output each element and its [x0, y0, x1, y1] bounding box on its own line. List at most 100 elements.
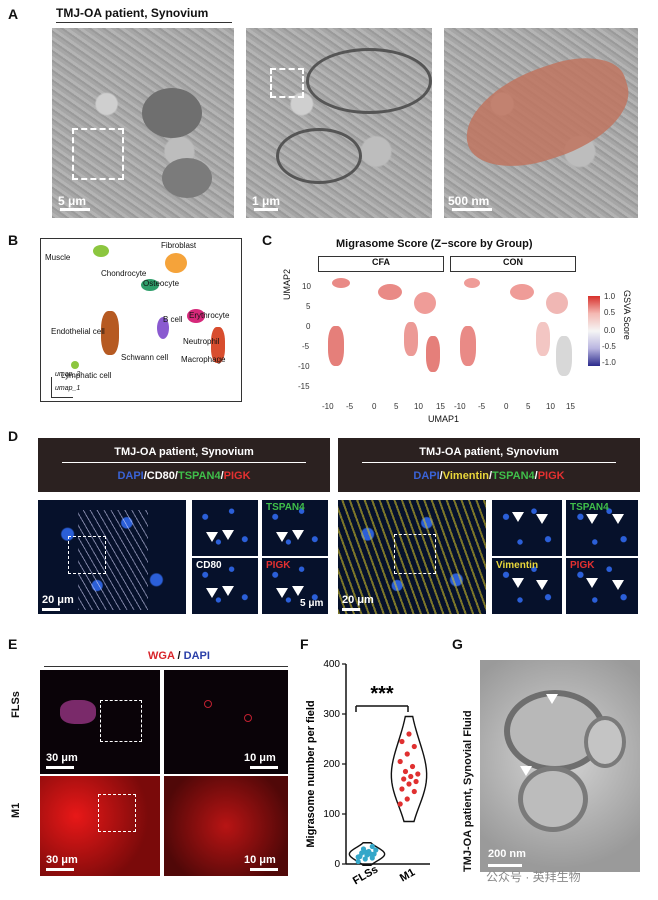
xtick: 5	[526, 402, 531, 411]
xtick: 15	[566, 402, 575, 411]
em-image-low-mag: 5 μm	[52, 28, 234, 218]
cluster-label: B cell	[163, 315, 183, 324]
stain-wga: WGA	[148, 650, 175, 662]
umap-cell-types: Muscle Fibroblast Chondrocyte Osteocyte …	[40, 238, 242, 402]
panel-c-xlabel: UMAP1	[428, 414, 460, 424]
xtick: 5	[394, 402, 399, 411]
scalebar-label: 5 μm	[58, 194, 87, 208]
cluster-label: Erythrocyte	[189, 311, 230, 320]
data-point	[408, 773, 414, 780]
wga-image-flss-main: 30 μm	[40, 670, 160, 774]
data-point	[406, 731, 412, 737]
ytick: 5	[306, 302, 311, 311]
gsva-legend-title: GSVA Score	[622, 290, 632, 340]
xtick: 0	[504, 402, 509, 411]
data-point	[369, 855, 375, 861]
panel-d-right-title: TMJ-OA patient, Synovium	[419, 446, 559, 458]
panel-a-letter: A	[8, 6, 19, 22]
scalebar-label: 10 μm	[244, 854, 276, 866]
scalebar-label: 1 μm	[252, 194, 281, 208]
stain-sep: /	[174, 470, 178, 482]
stain-tspan4: TSPAN4	[177, 470, 221, 482]
scalebar-label: 10 μm	[244, 752, 276, 764]
inset-label-pigk: PIGK	[266, 560, 291, 571]
legend-tick: -1.0	[602, 358, 616, 367]
data-point	[401, 776, 407, 782]
data-point	[367, 851, 374, 857]
scalebar-label: 200 nm	[488, 848, 526, 860]
watermark-text: 公众号 · 英拜生物	[486, 870, 581, 884]
cluster-label: Endothelial cell	[51, 327, 105, 336]
scalebar-label: 30 μm	[46, 752, 78, 764]
stain-vimentin: Vimentin	[442, 470, 489, 482]
if-inset-tspan4: TSPAN4	[262, 500, 328, 556]
y-tick-label: 0	[334, 859, 340, 870]
xtick: -5	[478, 402, 486, 411]
cluster-label: Muscle	[45, 253, 71, 262]
cluster-label: Lymphatic cell	[61, 371, 112, 380]
inset-label-cd80: CD80	[196, 560, 222, 571]
scalebar-label: 20 μm	[42, 594, 74, 606]
panel-e-letter: E	[8, 636, 18, 652]
xtick: 10	[414, 402, 423, 411]
cluster-label: Osteocyte	[143, 279, 180, 288]
panel-e-legend: WGA / DAPI	[148, 650, 210, 662]
panel-c-ylabel: UMAP2	[282, 268, 292, 300]
wga-image-flss-inset: 10 μm	[164, 670, 288, 774]
panel-d-right-header: TMJ-OA patient, Synovium DAPI/Vimentin/T…	[338, 438, 640, 492]
panel-d-letter: D	[8, 428, 19, 444]
panel-e-rule	[44, 666, 288, 667]
ytick: -10	[298, 362, 310, 371]
xtick: 0	[372, 402, 377, 411]
stain-tspan4: TSPAN4	[492, 470, 535, 482]
xtick: -10	[322, 402, 334, 411]
data-point	[362, 856, 368, 862]
if-inset-merge	[192, 500, 258, 556]
panel-c-title: Migrasome Score (Z−score by Group)	[336, 238, 533, 250]
inset-label-vimentin: Vimentin	[496, 560, 539, 571]
stain-dapi: DAPI	[117, 470, 144, 482]
panel-g-side-label: TMJ-OA patient, Synovial Fluid	[462, 710, 474, 872]
umap-axis-y: umap_2	[55, 371, 81, 378]
panel-d-right-stain: DAPI/Vimentin/TSPAN4/PIGK	[338, 470, 640, 482]
legend-tick: -0.5	[602, 342, 616, 351]
row-label-m1: M1	[10, 802, 22, 818]
ytick: -5	[302, 342, 310, 351]
gsva-colorbar	[588, 296, 600, 366]
stain-sep: /	[143, 470, 147, 482]
data-point	[399, 738, 405, 745]
cluster-label: Schwann cell	[121, 353, 169, 362]
data-point	[402, 768, 409, 775]
x-tick-label: M1	[398, 866, 417, 884]
if-inset-pigk-right: PIGK	[566, 558, 638, 614]
cluster-label: Macrophage	[181, 355, 226, 364]
cluster-label: Neutrophil	[183, 337, 220, 346]
data-point	[355, 858, 361, 865]
scalebar-label: 5 μm	[300, 598, 324, 609]
cluster-label: Fibroblast	[161, 241, 197, 250]
stain-pigk: PIGK	[223, 470, 251, 482]
em-image-mid-mag: 1 μm	[246, 28, 432, 218]
panel-d-left-title: TMJ-OA patient, Synovium	[114, 446, 254, 458]
scalebar-label: 500 nm	[448, 194, 490, 208]
y-tick-label: 300	[323, 709, 340, 720]
y-axis-label: Migrasome number per field	[305, 700, 317, 847]
if-inset-merge-right	[492, 500, 562, 556]
scalebar-label: 30 μm	[46, 854, 78, 866]
umap-axis-x: umap_1	[55, 385, 81, 392]
xtick: 10	[546, 402, 555, 411]
inset-label-tspan4: TSPAN4	[266, 502, 305, 513]
x-tick-label: FLSs	[351, 863, 380, 887]
stain-sep: /	[174, 650, 184, 662]
data-point	[355, 854, 361, 860]
data-point	[369, 843, 375, 850]
xtick: -10	[454, 402, 466, 411]
panel-g-letter: G	[452, 636, 463, 652]
significance-stars: ***	[370, 683, 394, 705]
data-point	[404, 751, 410, 757]
data-point	[362, 849, 368, 855]
legend-tick: 0.5	[604, 308, 616, 317]
if-image-right-main: 20 μm	[338, 500, 486, 614]
if-inset-cd80: CD80	[192, 558, 258, 614]
y-tick-label: 100	[323, 809, 340, 820]
